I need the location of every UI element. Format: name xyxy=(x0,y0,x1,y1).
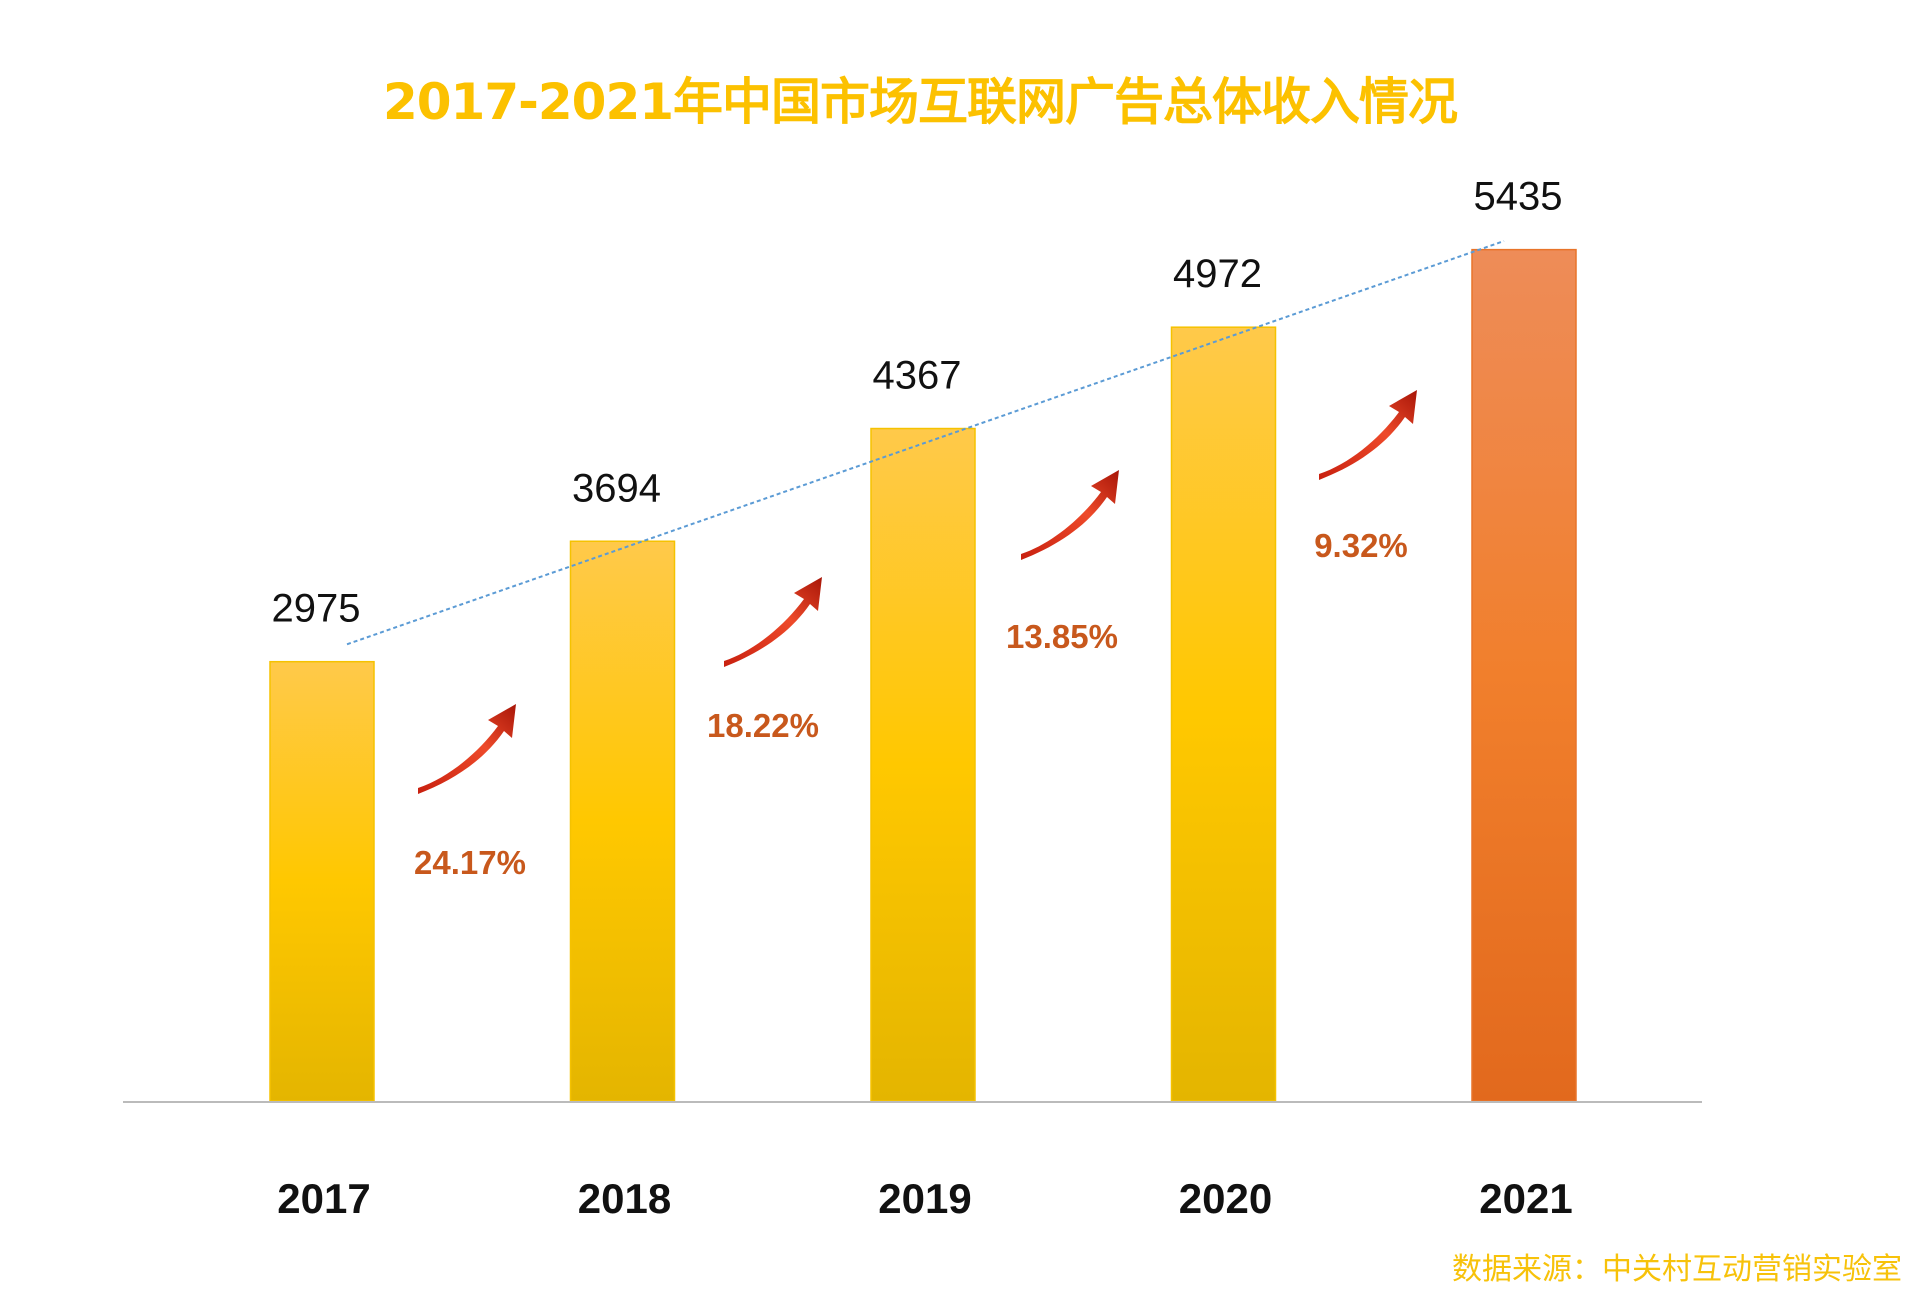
growth-label: 9.32% xyxy=(1314,527,1408,564)
chart-title: 2017-2021年中国市场互联网广告总体收入情况 xyxy=(382,73,1458,131)
growth-arrow-icon xyxy=(1021,470,1119,560)
x-tick-label-2020: 2020 xyxy=(1179,1175,1272,1222)
x-tick-label-2021: 2021 xyxy=(1479,1175,1572,1222)
growth-label: 13.85% xyxy=(1006,618,1118,655)
growth-label: 24.17% xyxy=(414,844,526,881)
value-label-2021: 5435 xyxy=(1474,175,1563,219)
source-note: 数据来源：中关村互动营销实验室 xyxy=(1452,1252,1902,1287)
bar-2019 xyxy=(870,427,976,1102)
x-tick-label-2018: 2018 xyxy=(578,1175,671,1222)
growth-arrow-icon xyxy=(1319,390,1417,480)
bar-2017 xyxy=(269,660,375,1102)
growth-arrow-icon xyxy=(724,577,822,667)
value-label-2017: 2975 xyxy=(272,587,361,631)
bar-2021 xyxy=(1471,248,1577,1102)
x-tick-label-2019: 2019 xyxy=(878,1175,971,1222)
trendline xyxy=(346,240,1505,646)
bar-2018 xyxy=(569,540,676,1102)
x-tick-label-2017: 2017 xyxy=(277,1175,370,1222)
value-label-2018: 3694 xyxy=(572,466,661,510)
value-label-2019: 4367 xyxy=(873,354,962,398)
growth-arrow-icon xyxy=(418,704,516,794)
bar-2020 xyxy=(1170,326,1277,1102)
value-label-2020: 4972 xyxy=(1173,252,1262,296)
growth-label: 18.22% xyxy=(707,707,819,744)
